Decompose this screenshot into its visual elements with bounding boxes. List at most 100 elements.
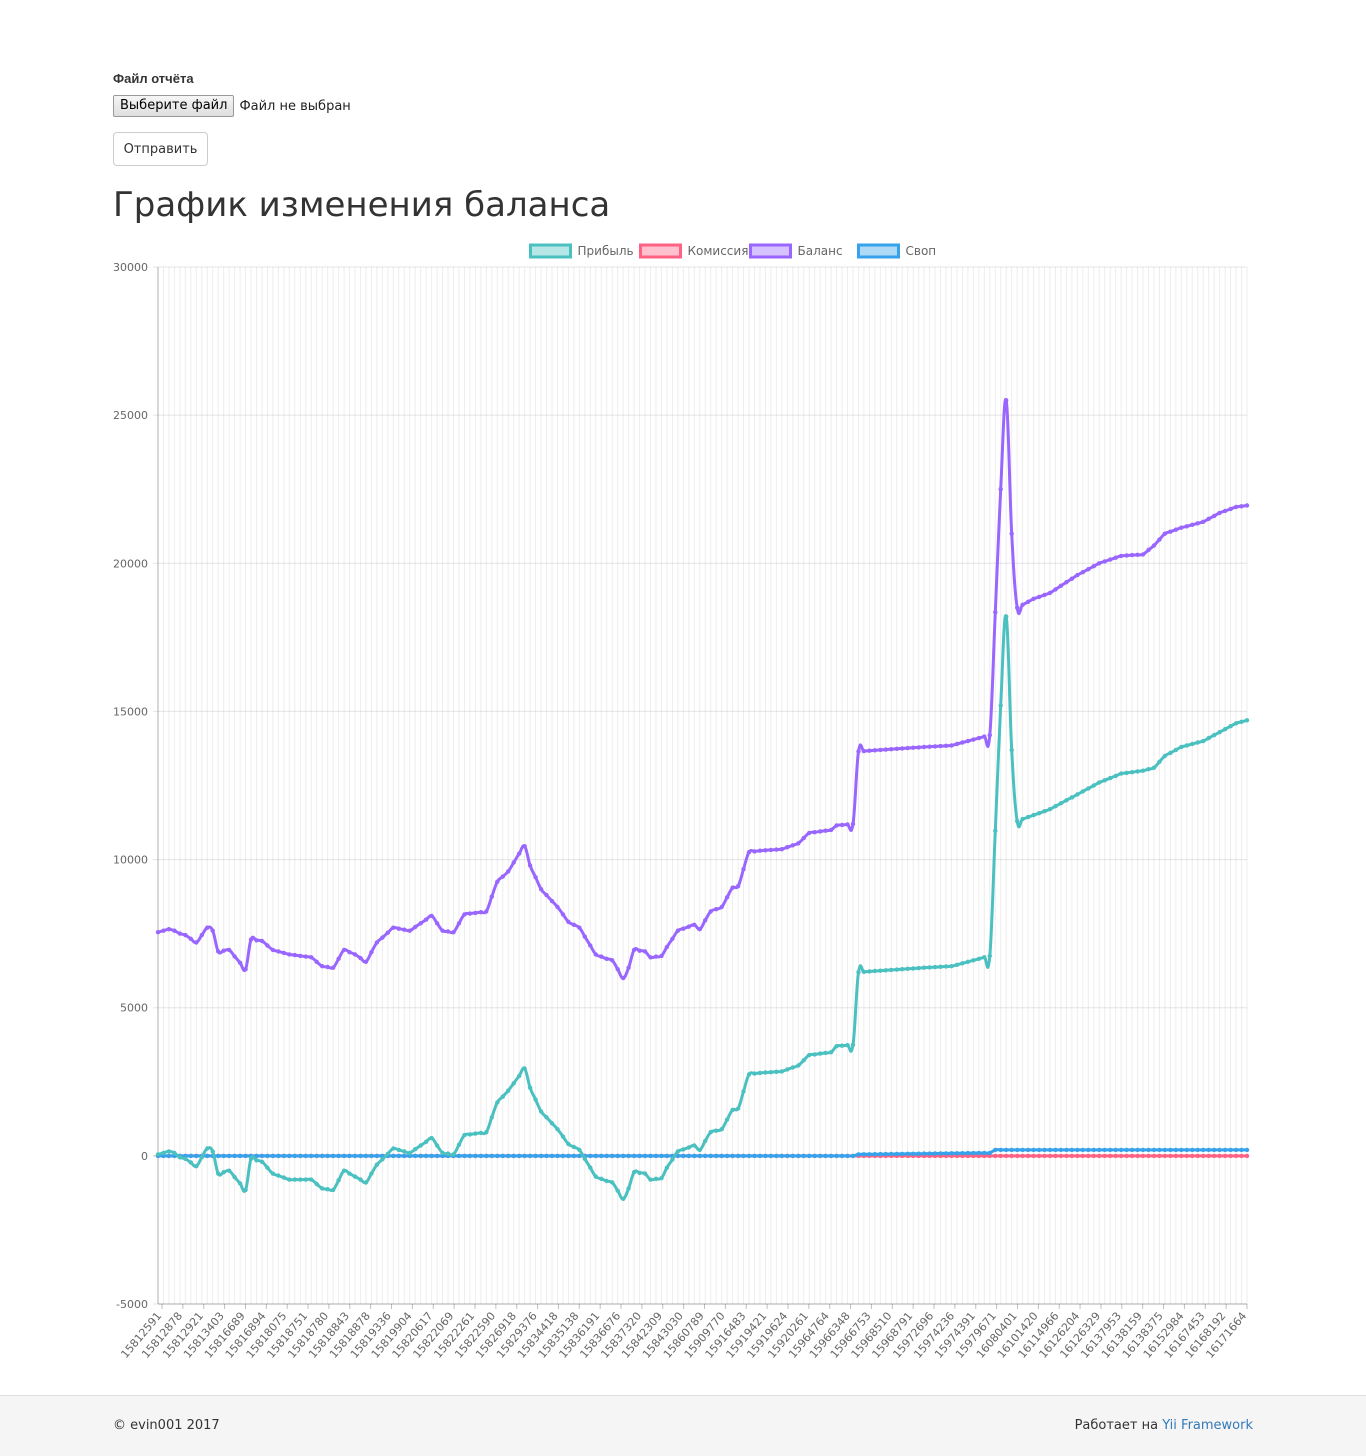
series-point [249, 937, 253, 941]
series-point [544, 1115, 548, 1119]
series-point [522, 844, 526, 848]
y-tick-label: 25000 [113, 409, 148, 422]
choose-file-button[interactable]: Выберите файл [113, 95, 234, 117]
series-point [435, 1154, 439, 1158]
series-point [818, 829, 822, 833]
series-point [665, 1154, 669, 1158]
series-point [506, 1089, 510, 1093]
series-point [993, 610, 997, 614]
series-point [232, 1175, 236, 1179]
series-point [807, 1154, 811, 1158]
series-point [1152, 1154, 1156, 1158]
series-point [889, 1152, 893, 1156]
series-point [922, 745, 926, 749]
series-point [358, 956, 362, 960]
series-point [347, 950, 351, 954]
series-point [479, 910, 483, 914]
series-point [457, 1143, 461, 1147]
series-point [971, 737, 975, 741]
series-point [539, 1109, 543, 1113]
series-point [501, 1154, 505, 1158]
series-point [955, 1151, 959, 1155]
series-point [1185, 743, 1189, 747]
series-point [610, 1180, 614, 1184]
series-point [977, 736, 981, 740]
series-point [347, 1171, 351, 1175]
series-point [550, 1154, 554, 1158]
series-point [1064, 1148, 1068, 1152]
series-point [867, 1152, 871, 1156]
series-point [1234, 1148, 1238, 1152]
series-point [1130, 1154, 1134, 1158]
series-point [205, 1154, 209, 1158]
series-point [1223, 727, 1227, 731]
series-point [1070, 577, 1074, 581]
series-point [927, 745, 931, 749]
series-point [1086, 1148, 1090, 1152]
series-point [823, 1154, 827, 1158]
series-point [1114, 1154, 1118, 1158]
series-point [917, 1152, 921, 1156]
series-point [818, 1051, 822, 1055]
series-point [227, 1154, 231, 1158]
series-point [298, 1154, 302, 1158]
series-point [512, 1081, 516, 1085]
series-point [599, 954, 603, 958]
series-point [1031, 1154, 1035, 1158]
series-point [1031, 813, 1035, 817]
series-point [402, 1149, 406, 1153]
series-point [331, 1154, 335, 1158]
series-point [1075, 573, 1079, 577]
series-point [1026, 600, 1030, 604]
series-line-2 [158, 399, 1247, 978]
series-point [1119, 1148, 1123, 1152]
series-point [1185, 1154, 1189, 1158]
legend-swatch [531, 245, 571, 257]
series-point [1146, 1148, 1150, 1152]
series-point [1201, 1148, 1205, 1152]
series-point [1245, 1154, 1249, 1158]
series-point [741, 867, 745, 871]
series-point [1114, 556, 1118, 560]
series-point [1026, 1154, 1030, 1158]
series-point [506, 1154, 510, 1158]
series-point [993, 1154, 997, 1158]
series-point [1042, 809, 1046, 813]
series-point [670, 937, 674, 941]
series-point [747, 850, 751, 854]
submit-button[interactable]: Отправить [113, 132, 208, 166]
series-point [479, 1154, 483, 1158]
series-point [687, 1154, 691, 1158]
series-point [353, 1154, 357, 1158]
series-point [200, 933, 204, 937]
series-point [369, 1171, 373, 1175]
series-point [1201, 520, 1205, 524]
series-point [720, 1127, 724, 1131]
series-point [676, 1149, 680, 1153]
series-point [648, 1177, 652, 1181]
series-point [977, 957, 981, 961]
series-point [610, 1154, 614, 1158]
yii-framework-link[interactable]: Yii Framework [1162, 1418, 1253, 1433]
series-point [304, 1177, 308, 1181]
series-point [254, 1158, 258, 1162]
series-point [315, 960, 319, 964]
series-point [522, 1066, 526, 1070]
series-point [862, 970, 866, 974]
series-point [1048, 1154, 1052, 1158]
series-point [1190, 742, 1194, 746]
series-point [889, 968, 893, 972]
series-point [813, 1154, 817, 1158]
series-point [949, 964, 953, 968]
file-input[interactable]: Выберите файл Файл не выбран [113, 95, 351, 117]
series-point [594, 1154, 598, 1158]
series-point [698, 1148, 702, 1152]
series-point [298, 954, 302, 958]
series-point [1163, 532, 1167, 536]
series-point [298, 1177, 302, 1181]
series-point [725, 895, 729, 899]
series-point [473, 1131, 477, 1135]
series-point [1037, 1154, 1041, 1158]
series-point [1168, 1154, 1172, 1158]
series-point [709, 909, 713, 913]
